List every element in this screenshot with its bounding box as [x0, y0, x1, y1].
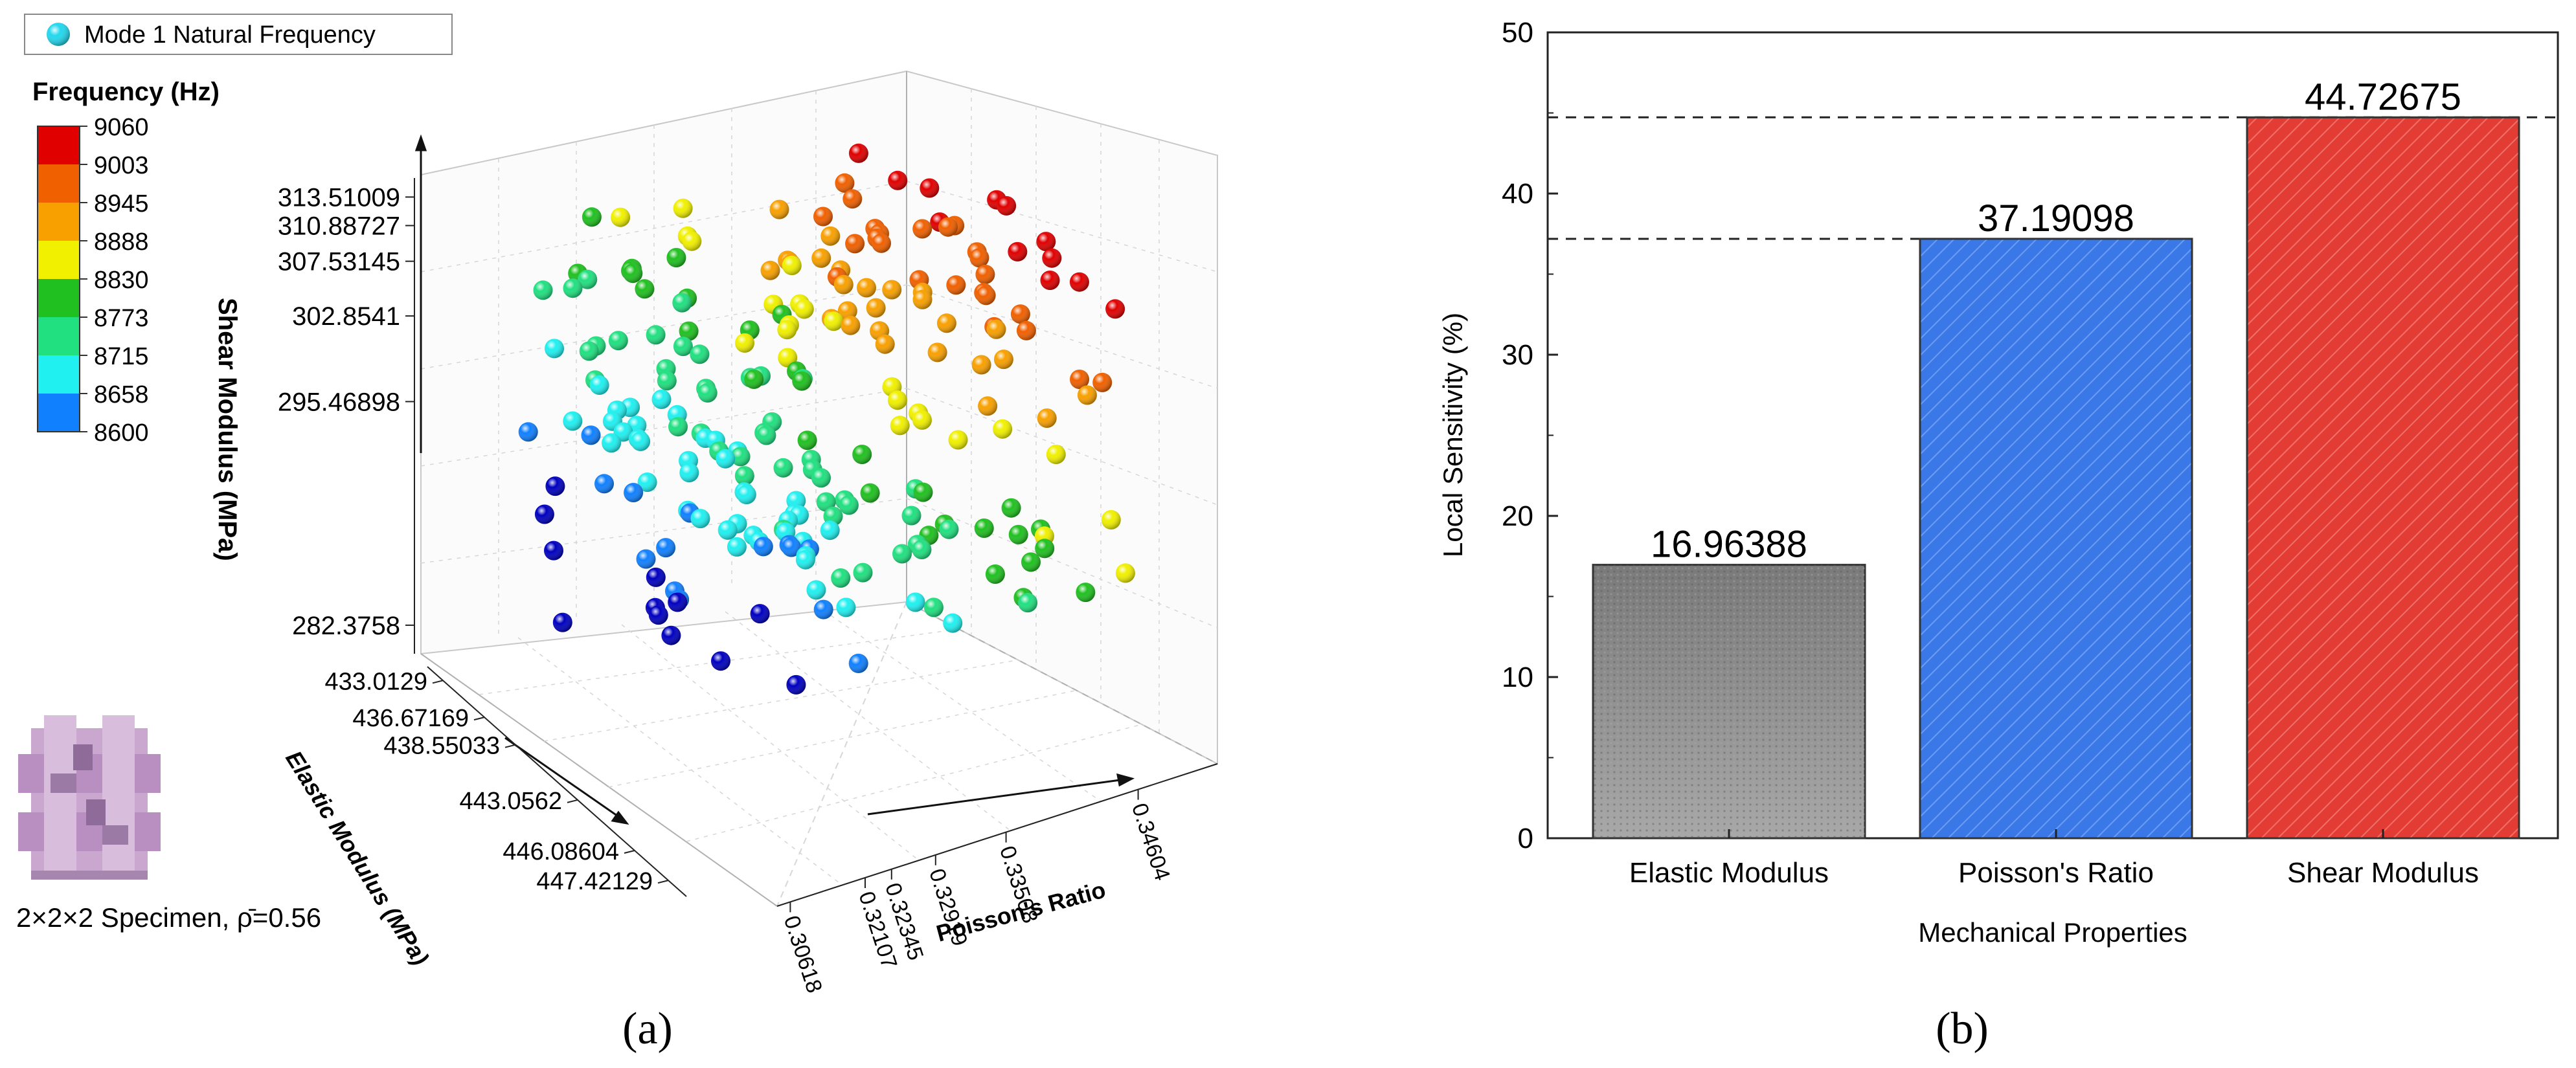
y-tick-label: 30 — [1502, 339, 1533, 371]
colorbar-ticks: 9060 9003 8945 8888 8830 8773 8715 8658 8600 — [80, 114, 149, 447]
specimen-lattice-image — [18, 715, 161, 880]
colorbar-cell — [38, 241, 80, 279]
caption-a: (a) — [622, 1004, 673, 1054]
bar-value-label: 44.72675 — [2305, 76, 2461, 118]
colorbar-tick-label: 9060 — [94, 114, 149, 141]
x-tick-label: 0.30618 — [779, 913, 827, 996]
y-tick-label: 446.08604 — [503, 838, 619, 865]
z-tick-label: 295.46898 — [278, 388, 400, 416]
y-tick-label: 447.42129 — [536, 868, 653, 895]
x-tick-label: Elastic Modulus — [1629, 857, 1829, 889]
z-tick-label: 310.88727 — [278, 212, 400, 241]
y-axis-label-b: Local Sensitivity (%) — [1438, 313, 1468, 557]
colorbar-title: Frequency (Hz) — [32, 78, 220, 106]
colorbar-cells — [37, 126, 80, 432]
colorbar-cell — [38, 203, 80, 241]
bar-poisson-s-ratio — [1919, 238, 2193, 840]
x-tick-label: Shear Modulus — [2287, 857, 2479, 889]
colorbar-tick-label: 8600 — [94, 419, 149, 447]
y-tick-label: 10 — [1502, 662, 1533, 693]
x-tick-label: 0.34604 — [1127, 800, 1175, 884]
y-ticks: 0 10 20 30 40 50 — [1502, 17, 1558, 854]
colorbar-tick-label: 8658 — [94, 381, 149, 408]
y-tick-label: 436.67169 — [352, 705, 469, 732]
y-axis-label: Elastic Modulus (MPa) — [280, 746, 434, 970]
legend: Mode 1 Natural Frequency — [24, 14, 453, 55]
axis-arrows — [414, 134, 1135, 825]
colorbar-cell — [38, 355, 80, 394]
y-tick-label: 40 — [1502, 178, 1533, 210]
z-tick-label: 313.51009 — [278, 183, 400, 212]
panel-b-bar-chart: 16.96388 37.19098 44.72675 0 10 20 30 40 50 Ela… — [1438, 17, 2559, 1054]
z-axis-label: Shear Modulus (MPa) — [213, 298, 242, 561]
caption-b: (b) — [1936, 1004, 1989, 1054]
colorbar-cell — [38, 317, 80, 355]
y-tick-label: 50 — [1502, 17, 1533, 49]
colorbar-tick-label: 8773 — [94, 305, 149, 332]
z-tick-label: 282.3758 — [292, 612, 400, 640]
z-tick-label: 307.53145 — [278, 248, 400, 276]
y-tick-label: 433.0129 — [325, 668, 428, 695]
y-tick-label: 20 — [1502, 500, 1533, 532]
bar-value-label: 16.96388 — [1651, 524, 1807, 566]
colorbar-cell — [38, 394, 80, 432]
x-axis-label-b: Mechanical Properties — [1918, 917, 2187, 948]
y-tick-label: 0 — [1518, 823, 1533, 854]
x-tick-label: Poisson's Ratio — [1958, 857, 2154, 889]
colorbar: Frequency (Hz) 9060 9003 8945 8888 8830 8773 8… — [32, 78, 220, 447]
colorbar-tick-label: 8888 — [94, 228, 149, 256]
specimen-label: 2×2×2 Specimen, ρ̄=0.56 — [16, 902, 321, 933]
colorbar-cell — [38, 164, 80, 203]
bar-shear-modulus — [2246, 116, 2520, 840]
y-tick-label: 443.0562 — [460, 788, 563, 815]
y-tick-label: 438.55033 — [383, 733, 500, 760]
colorbar-tick-label: 8715 — [94, 343, 149, 370]
legend-label: Mode 1 Natural Frequency — [84, 21, 376, 49]
3d-axes-box — [420, 70, 1218, 907]
colorbar-cell — [38, 279, 80, 317]
data-points — [518, 143, 1135, 695]
colorbar-tick-label: 8830 — [94, 267, 149, 294]
z-tick-label: 302.8541 — [292, 302, 400, 331]
colorbar-tick-label: 8945 — [94, 190, 149, 217]
bars: 16.96388 37.19098 44.72675 — [1592, 76, 2520, 840]
bar-value-label: 37.19098 — [1978, 197, 2134, 239]
panel-a-3d-scatter: Mode 1 Natural Frequency Frequency (Hz) … — [16, 14, 1218, 1054]
colorbar-cell — [38, 126, 80, 164]
colorbar-tick-label: 9003 — [94, 152, 149, 179]
x-ticks: Elastic Modulus Poisson's Ratio Shear Modu… — [1629, 829, 2479, 889]
